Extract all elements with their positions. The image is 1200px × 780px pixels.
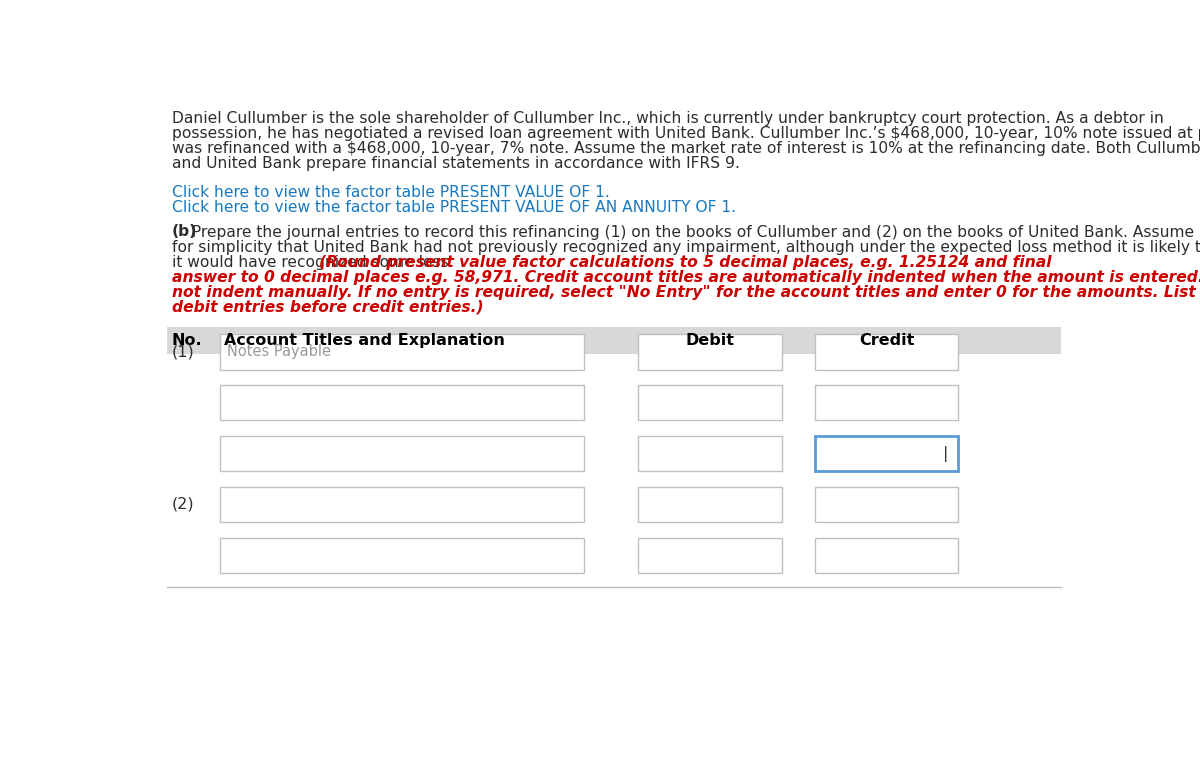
FancyBboxPatch shape	[167, 327, 1061, 354]
Text: was refinanced with a $468,000, 10-year, 7% note. Assume the market rate of inte: was refinanced with a $468,000, 10-year,…	[172, 140, 1200, 155]
FancyBboxPatch shape	[220, 436, 584, 471]
FancyBboxPatch shape	[815, 487, 959, 522]
FancyBboxPatch shape	[815, 436, 959, 471]
Text: (1): (1)	[172, 345, 194, 360]
Text: Account Titles and Explanation: Account Titles and Explanation	[224, 333, 505, 348]
FancyBboxPatch shape	[815, 334, 959, 370]
FancyBboxPatch shape	[815, 385, 959, 420]
FancyBboxPatch shape	[220, 487, 584, 522]
FancyBboxPatch shape	[638, 385, 781, 420]
Text: (Round present value factor calculations to 5 decimal places, e.g. 1.25124 and f: (Round present value factor calculations…	[319, 254, 1051, 270]
Text: (b): (b)	[172, 225, 197, 239]
Text: |: |	[943, 445, 949, 462]
FancyBboxPatch shape	[220, 537, 584, 573]
Text: possession, he has negotiated a revised loan agreement with United Bank. Cullumb: possession, he has negotiated a revised …	[172, 126, 1200, 140]
FancyBboxPatch shape	[220, 385, 584, 420]
FancyBboxPatch shape	[638, 334, 781, 370]
Text: Daniel Cullumber is the sole shareholder of Cullumber Inc., which is currently u: Daniel Cullumber is the sole shareholder…	[172, 111, 1164, 126]
Text: Credit: Credit	[859, 333, 914, 348]
Text: Click here to view the factor table PRESENT VALUE OF 1.: Click here to view the factor table PRES…	[172, 185, 610, 200]
FancyBboxPatch shape	[815, 537, 959, 573]
FancyBboxPatch shape	[220, 334, 584, 370]
FancyBboxPatch shape	[638, 436, 781, 471]
Text: Prepare the journal entries to record this refinancing (1) on the books of Cullu: Prepare the journal entries to record th…	[187, 225, 1194, 239]
Text: debit entries before credit entries.): debit entries before credit entries.)	[172, 300, 484, 314]
Text: not indent manually. If no entry is required, select "No Entry" for the account : not indent manually. If no entry is requ…	[172, 285, 1200, 300]
Text: for simplicity that United Bank had not previously recognized any impairment, al: for simplicity that United Bank had not …	[172, 239, 1200, 254]
Text: and United Bank prepare financial statements in accordance with IFRS 9.: and United Bank prepare financial statem…	[172, 155, 739, 171]
Text: No.: No.	[172, 333, 203, 348]
Text: answer to 0 decimal places e.g. 58,971. Credit account titles are automatically : answer to 0 decimal places e.g. 58,971. …	[172, 270, 1200, 285]
Text: Debit: Debit	[685, 333, 734, 348]
FancyBboxPatch shape	[638, 537, 781, 573]
Text: it would have recognized some loss.: it would have recognized some loss.	[172, 254, 458, 270]
FancyBboxPatch shape	[638, 487, 781, 522]
Text: Click here to view the factor table PRESENT VALUE OF AN ANNUITY OF 1.: Click here to view the factor table PRES…	[172, 200, 736, 215]
Text: (2): (2)	[172, 497, 194, 512]
Text: Notes Payable: Notes Payable	[227, 345, 331, 360]
